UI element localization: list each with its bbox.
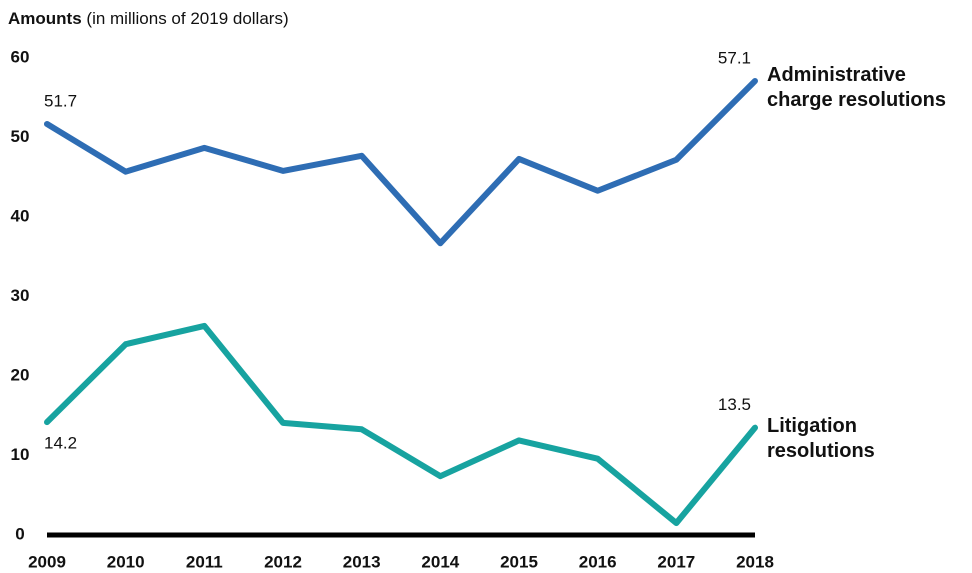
- subtitle: (in millions of 2019 dollars): [86, 9, 288, 28]
- x-tick-label: 2014: [421, 552, 459, 571]
- x-tick-label: 2012: [264, 552, 302, 571]
- line-series: [44, 78, 758, 247]
- y-tick-label: 10: [11, 445, 30, 464]
- chart-title: Amounts (in millions of 2019 dollars): [8, 9, 289, 28]
- y-tick-label: 60: [11, 47, 30, 66]
- legend-label: Administrative charge resolutions: [767, 64, 946, 111]
- x-tick-label: 2013: [343, 552, 381, 571]
- y-tick-label: 50: [11, 127, 30, 146]
- x-tick-label: 2015: [500, 552, 538, 571]
- legend-label: Litigation resolutions: [767, 415, 875, 462]
- y-tick-label: 20: [11, 365, 30, 384]
- line-series: [44, 322, 758, 527]
- x-tick-label: 2009: [28, 552, 66, 571]
- y-tick-label: 0: [15, 524, 24, 543]
- data-label: 51.7: [44, 91, 77, 110]
- title: Amounts: [8, 9, 82, 28]
- data-label: 13.5: [718, 395, 751, 414]
- x-tick-label: 2018: [736, 552, 774, 571]
- y-tick-label: 30: [11, 286, 30, 305]
- y-tick-label: 40: [11, 206, 30, 225]
- x-tick-label: 2017: [657, 552, 695, 571]
- x-tick-label: 2011: [186, 552, 223, 571]
- x-tick-label: 2016: [579, 552, 617, 571]
- x-tick-label: 2010: [107, 552, 145, 571]
- data-label: 14.2: [44, 434, 77, 453]
- data-label: 57.1: [718, 49, 751, 68]
